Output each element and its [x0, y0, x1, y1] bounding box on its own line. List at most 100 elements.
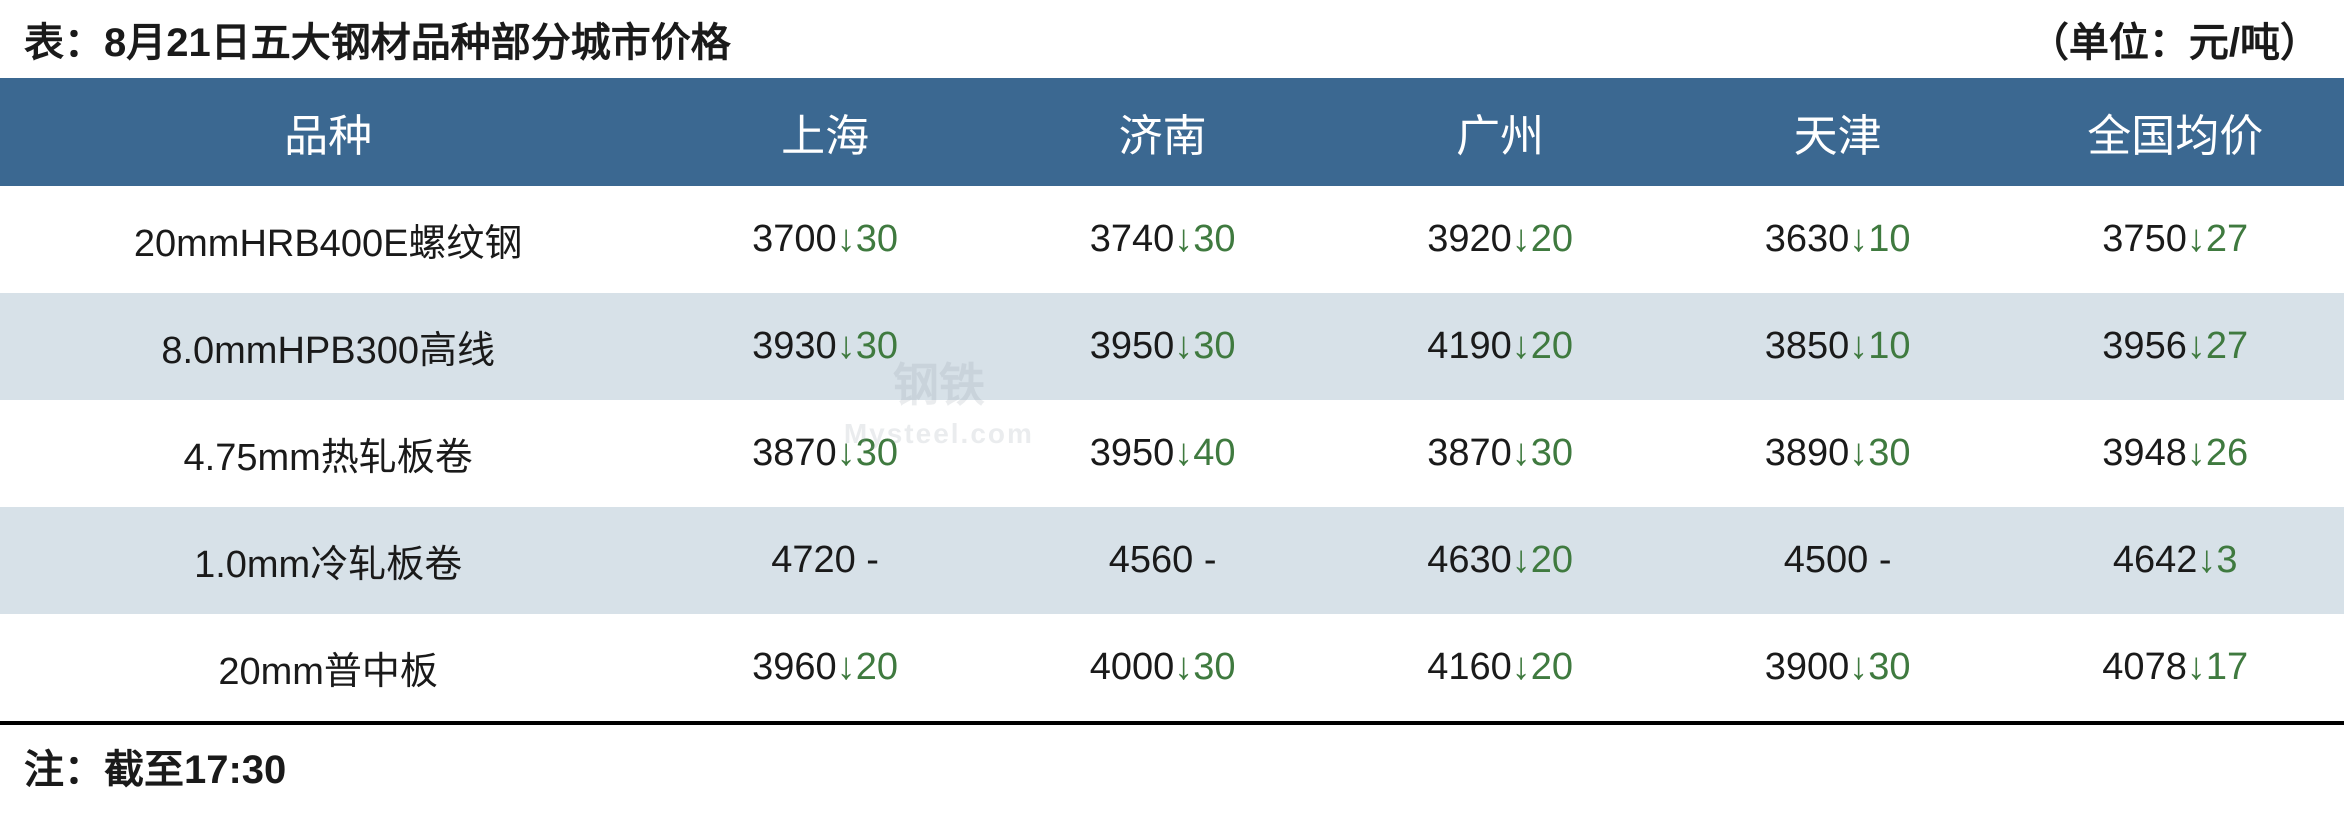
price-value: 3850	[1765, 325, 1850, 367]
delta-flat: -	[1868, 539, 1891, 581]
delta-down: ↓30	[1849, 646, 1910, 688]
delta-down: ↓20	[1512, 539, 1573, 581]
product-cell: 20mm普中板	[0, 614, 656, 721]
product-cell: 4.75mm热轧板卷	[0, 400, 656, 507]
price-value: 4720	[771, 539, 856, 581]
price-value: 4190	[1427, 325, 1512, 367]
delta-down: ↓20	[837, 646, 898, 688]
price-value: 4500	[1784, 539, 1869, 581]
price-value: 3950	[1090, 432, 1175, 474]
delta-down: ↓10	[1849, 218, 1910, 260]
delta-down: ↓3	[2197, 539, 2237, 581]
product-cell: 1.0mm冷轧板卷	[0, 507, 656, 614]
table-row: 20mmHRB400E螺纹钢3700↓303740↓303920↓203630↓…	[0, 186, 2344, 293]
price-value: 4630	[1427, 539, 1512, 581]
delta-down: ↓27	[2187, 325, 2248, 367]
price-cell: 3950↓40	[994, 400, 1332, 507]
delta-down: ↓30	[1174, 646, 1235, 688]
price-cell: 3948↓26	[2006, 400, 2344, 507]
price-cell: 4560 -	[994, 507, 1332, 614]
price-cell: 3900↓30	[1669, 614, 2007, 721]
price-cell: 4190↓20	[1331, 293, 1669, 400]
col-jinan: 济南	[994, 78, 1332, 186]
delta-down: ↓20	[1512, 325, 1573, 367]
price-value: 3950	[1090, 325, 1175, 367]
price-table: 品种 上海 济南 广州 天津 全国均价 20mmHRB400E螺纹钢3700↓3…	[0, 78, 2344, 721]
price-cell: 3750↓27	[2006, 186, 2344, 293]
price-value: 3930	[752, 325, 837, 367]
price-cell: 3870↓30	[656, 400, 994, 507]
col-product: 品种	[0, 78, 656, 186]
product-cell: 8.0mmHPB300高线	[0, 293, 656, 400]
delta-down: ↓26	[2187, 432, 2248, 474]
price-value: 3630	[1765, 218, 1850, 260]
delta-down: ↓30	[837, 432, 898, 474]
price-cell: 3950↓30	[994, 293, 1332, 400]
price-cell: 3956↓27	[2006, 293, 2344, 400]
price-cell: 4642↓3	[2006, 507, 2344, 614]
table-row: 8.0mmHPB300高线3930↓303950↓304190↓203850↓1…	[0, 293, 2344, 400]
price-value: 3900	[1765, 646, 1850, 688]
table-row: 4.75mm热轧板卷3870↓303950↓403870↓303890↓3039…	[0, 400, 2344, 507]
price-cell: 4000↓30	[994, 614, 1332, 721]
price-table-container: 表：8月21日五大钢材品种部分城市价格 （单位：元/吨） 品种 上海 济南 广州…	[0, 0, 2344, 813]
price-cell: 4720 -	[656, 507, 994, 614]
price-cell: 3700↓30	[656, 186, 994, 293]
price-value: 4160	[1427, 646, 1512, 688]
price-value: 4078	[2102, 646, 2187, 688]
col-tianjin: 天津	[1669, 78, 2007, 186]
delta-down: ↓40	[1174, 432, 1235, 474]
delta-down: ↓10	[1849, 325, 1910, 367]
price-cell: 4078↓17	[2006, 614, 2344, 721]
price-value: 4560	[1109, 539, 1194, 581]
table-body: 20mmHRB400E螺纹钢3700↓303740↓303920↓203630↓…	[0, 186, 2344, 721]
delta-down: ↓30	[1174, 325, 1235, 367]
price-value: 3870	[752, 432, 837, 474]
col-national: 全国均价	[2006, 78, 2344, 186]
price-value: 3956	[2102, 325, 2187, 367]
title-row: 表：8月21日五大钢材品种部分城市价格 （单位：元/吨）	[0, 0, 2344, 78]
delta-down: ↓30	[837, 218, 898, 260]
price-value: 4642	[2113, 539, 2198, 581]
price-value: 4000	[1090, 646, 1175, 688]
delta-down: ↓30	[1174, 218, 1235, 260]
delta-flat: -	[856, 539, 879, 581]
product-cell: 20mmHRB400E螺纹钢	[0, 186, 656, 293]
delta-flat: -	[1193, 539, 1216, 581]
table-row: 1.0mm冷轧板卷4720 -4560 -4630↓204500 -4642↓3	[0, 507, 2344, 614]
price-value: 3750	[2102, 218, 2187, 260]
table-row: 20mm普中板3960↓204000↓304160↓203900↓304078↓…	[0, 614, 2344, 721]
table-title: 表：8月21日五大钢材品种部分城市价格	[24, 10, 731, 68]
table-unit: （单位：元/吨）	[2029, 10, 2320, 68]
delta-down: ↓27	[2187, 218, 2248, 260]
price-cell: 3850↓10	[1669, 293, 2007, 400]
price-cell: 3920↓20	[1331, 186, 1669, 293]
delta-down: ↓20	[1512, 646, 1573, 688]
price-cell: 3740↓30	[994, 186, 1332, 293]
price-value: 3740	[1090, 218, 1175, 260]
col-shanghai: 上海	[656, 78, 994, 186]
price-cell: 3630↓10	[1669, 186, 2007, 293]
delta-down: ↓30	[1849, 432, 1910, 474]
price-cell: 3930↓30	[656, 293, 994, 400]
price-cell: 3890↓30	[1669, 400, 2007, 507]
price-cell: 3870↓30	[1331, 400, 1669, 507]
table-head: 品种 上海 济南 广州 天津 全国均价	[0, 78, 2344, 186]
price-value: 3890	[1765, 432, 1850, 474]
col-guangzhou: 广州	[1331, 78, 1669, 186]
delta-down: ↓17	[2187, 646, 2248, 688]
delta-down: ↓30	[837, 325, 898, 367]
price-cell: 4630↓20	[1331, 507, 1669, 614]
price-cell: 4500 -	[1669, 507, 2007, 614]
price-value: 3960	[752, 646, 837, 688]
header-row: 品种 上海 济南 广州 天津 全国均价	[0, 78, 2344, 186]
price-value: 3870	[1427, 432, 1512, 474]
price-value: 3920	[1427, 218, 1512, 260]
price-value: 3700	[752, 218, 837, 260]
price-cell: 3960↓20	[656, 614, 994, 721]
price-cell: 4160↓20	[1331, 614, 1669, 721]
delta-down: ↓30	[1512, 432, 1573, 474]
delta-down: ↓20	[1512, 218, 1573, 260]
price-value: 3948	[2102, 432, 2187, 474]
footnote: 注：截至17:30	[0, 725, 2344, 813]
